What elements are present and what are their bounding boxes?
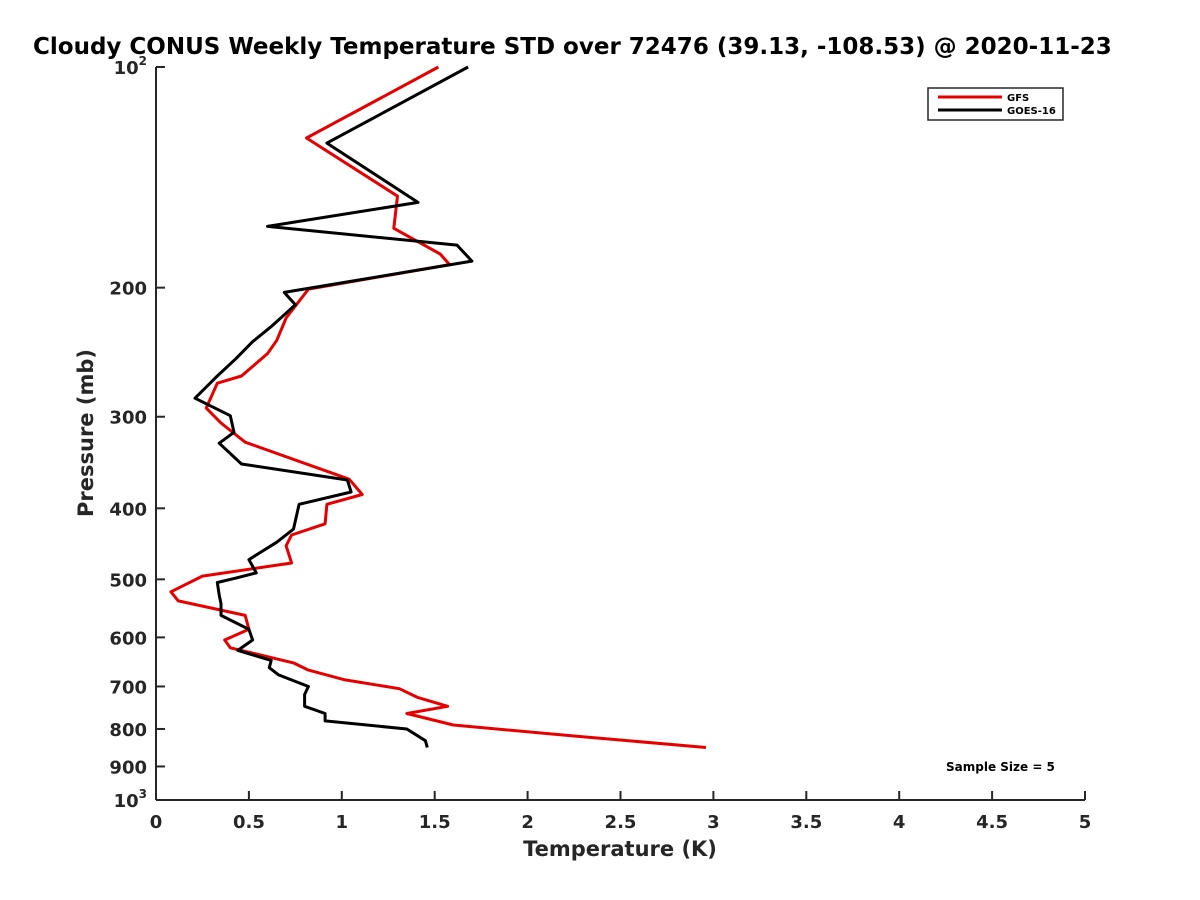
x-tick-label: 0 xyxy=(150,812,163,833)
legend-box xyxy=(927,87,1064,121)
x-tick-label: 2.5 xyxy=(605,812,637,833)
series-line-goes-16 xyxy=(193,65,474,748)
legend-entries: GFS GOES-16 xyxy=(938,93,1056,117)
y-tick-label: 300 xyxy=(109,408,147,429)
x-tick-label: 4 xyxy=(893,812,906,833)
series-line-gfs xyxy=(169,65,707,749)
x-tick-label: 4.5 xyxy=(976,812,1008,833)
x-tick-label: 3.5 xyxy=(790,812,822,833)
y-tick-label: 500 xyxy=(109,570,147,591)
x-tick-label: 0.5 xyxy=(233,812,265,833)
legend-label-gfs: GFS xyxy=(1007,93,1029,104)
y-tick-label: 103 xyxy=(114,787,147,812)
y-tick-label: 200 xyxy=(109,279,147,300)
sample-size-annotation: Sample Size = 5 xyxy=(946,760,1055,774)
x-tick-label: 1 xyxy=(336,812,349,833)
y-tick-label: 600 xyxy=(109,628,147,649)
y-tick-label: 700 xyxy=(109,677,147,698)
y-tick-label: 900 xyxy=(109,757,147,778)
series-layer xyxy=(169,65,707,749)
x-ticks: 0 0.5 1 1.5 2 2.5 3 3.5 4 4.5 5 xyxy=(150,791,1092,833)
x-tick-label: 3 xyxy=(707,812,720,833)
y-tick-base: 10 xyxy=(114,58,139,79)
x-tick-label: 1.5 xyxy=(419,812,451,833)
y-axis-label: Pressure (mb) xyxy=(74,349,98,517)
y-tick-label: 102 xyxy=(114,54,147,79)
y-tick-exponent: 2 xyxy=(139,54,147,68)
x-axis-label: Temperature (K) xyxy=(523,837,717,861)
legend-label-goes-16: GOES-16 xyxy=(1007,106,1056,117)
y-tick-exponent: 3 xyxy=(139,787,147,801)
x-tick-label: 5 xyxy=(1079,812,1092,833)
chart-title: Cloudy CONUS Weekly Temperature STD over… xyxy=(33,34,1112,60)
y-tick-base: 10 xyxy=(114,791,139,812)
x-tick-label: 2 xyxy=(521,812,534,833)
plot-area: 0 0.5 1 1.5 2 2.5 3 3.5 4 4.5 5 102200300400500600… xyxy=(109,54,1091,833)
legend: GFS GOES-16 xyxy=(927,87,1064,121)
y-tick-label: 800 xyxy=(109,720,147,741)
y-tick-label: 400 xyxy=(109,499,147,520)
